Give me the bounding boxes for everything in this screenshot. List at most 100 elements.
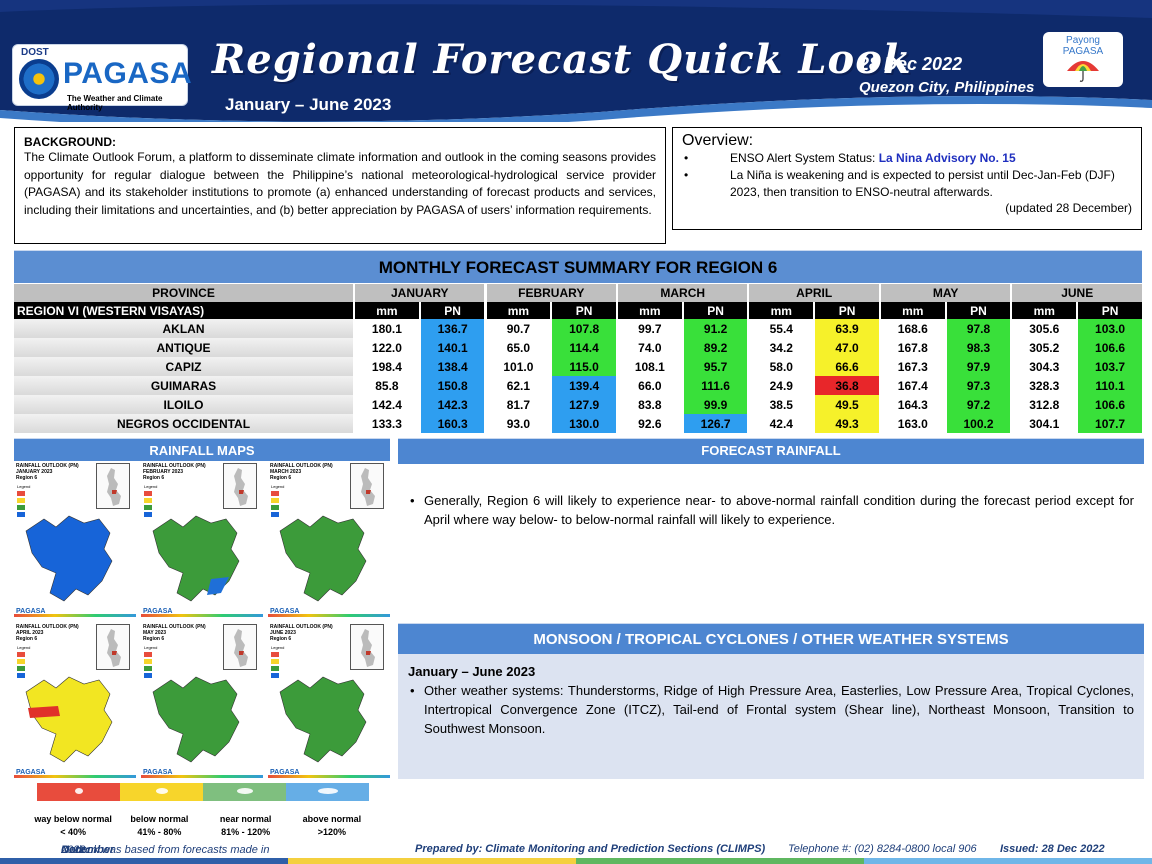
legend-label: below normal 41% - 80% bbox=[116, 813, 202, 839]
mm-value: 304.1 bbox=[1029, 416, 1060, 431]
map-title-line3: Region 6 bbox=[16, 636, 38, 642]
map-legend: Legend bbox=[271, 483, 284, 518]
column-gap bbox=[878, 284, 881, 302]
pn-value: 63.9 bbox=[815, 319, 879, 338]
map-title: RAINFALL OUTLOOK (PN) JUNE 2023 Region 6 bbox=[270, 624, 333, 642]
note-text-a: Outlook was based from forecasts made in bbox=[61, 844, 270, 856]
forecast-rainfall-panel: Generally, Region 6 will likely to exper… bbox=[408, 491, 1134, 529]
mm-value: 305.6 bbox=[1029, 321, 1060, 336]
map-title-line1: RAINFALL OUTLOOK (PN) bbox=[143, 624, 206, 630]
legend-label-text: above normal bbox=[302, 814, 362, 824]
province-name: ILOILO bbox=[14, 395, 354, 414]
mm-value: 167.8 bbox=[897, 340, 928, 355]
column-gap bbox=[878, 395, 881, 414]
region6-map-shape bbox=[152, 515, 240, 602]
pn-value: 139.4 bbox=[552, 376, 616, 395]
legend-swatch bbox=[120, 783, 203, 801]
enso-advisory: La Nina Advisory No. 15 bbox=[878, 151, 1016, 165]
footer: Note: Outlook was based from forecasts m… bbox=[0, 842, 1152, 858]
column-gap bbox=[1076, 395, 1079, 414]
column-gap bbox=[550, 302, 553, 319]
pn-value: 160.3 bbox=[420, 414, 485, 433]
philippines-inset-icon bbox=[361, 468, 375, 506]
map-pagasa-logo: PAGASA bbox=[143, 769, 173, 776]
rainfall-map-3: RAINFALL OUTLOOK (PN) MARCH 2023 Region 6 L… bbox=[268, 461, 390, 617]
region6-map-shape bbox=[25, 515, 113, 602]
map-title-line1: RAINFALL OUTLOOK (PN) bbox=[16, 463, 79, 469]
mm-value: 55.4 bbox=[769, 321, 793, 336]
table-row: AKLAN 180.1 136.7 90.7 107.8 99.7 91.2 55.4 63.9… bbox=[14, 319, 1142, 338]
column-gap bbox=[1010, 284, 1013, 302]
enso-status-item: ENSO Alert System Status: La Nina Adviso… bbox=[682, 150, 1132, 167]
column-gap bbox=[1076, 302, 1079, 319]
legend-label: way below normal < 40% bbox=[30, 813, 116, 839]
column-gap bbox=[1010, 395, 1013, 414]
column-gap bbox=[747, 302, 750, 319]
column-gap bbox=[747, 395, 750, 414]
column-gap bbox=[1076, 319, 1079, 338]
month-header-march: MARCH bbox=[618, 284, 748, 302]
map-title-line2: MARCH 2023 bbox=[270, 469, 302, 475]
province-name: CAPIZ bbox=[14, 357, 354, 376]
province-name: ANTIQUE bbox=[14, 338, 354, 357]
map-pagasa-logo: PAGASA bbox=[270, 769, 300, 776]
month-header-june: JUNE bbox=[1012, 284, 1142, 302]
mm-value: 133.3 bbox=[371, 416, 402, 431]
mm-value: 304.3 bbox=[1029, 359, 1060, 374]
pn-value: 114.4 bbox=[552, 338, 616, 357]
legend-range-text: 41% - 80% bbox=[137, 827, 182, 837]
pn-header: PN bbox=[815, 302, 879, 319]
column-gap bbox=[353, 302, 356, 319]
pn-value: 49.5 bbox=[815, 395, 879, 414]
mm-value: 168.6 bbox=[897, 321, 928, 336]
column-gap bbox=[944, 395, 947, 414]
rainfall-maps-grid: RAINFALL OUTLOOK (PN) JANUARY 2023 Region … bbox=[14, 461, 390, 779]
pn-header: PN bbox=[683, 302, 748, 319]
pn-value: 127.9 bbox=[552, 395, 616, 414]
map-title-line2: MAY 2023 bbox=[143, 630, 167, 636]
mm-value: 65.0 bbox=[506, 340, 531, 355]
pn-value: 126.7 bbox=[683, 414, 748, 433]
column-gap bbox=[550, 338, 553, 357]
month-header-january: JANUARY bbox=[355, 284, 485, 302]
column-gap bbox=[878, 319, 881, 338]
pn-value: 150.8 bbox=[420, 376, 485, 395]
map-pagasa-logo: PAGASA bbox=[270, 608, 300, 615]
column-gap bbox=[615, 357, 618, 376]
column-gap bbox=[484, 414, 487, 433]
legend-range-text: < 40% bbox=[60, 827, 87, 837]
mm-value: 42.4 bbox=[769, 416, 793, 431]
column-gap bbox=[681, 357, 684, 376]
mm-value: 38.5 bbox=[769, 397, 793, 412]
pn-value: 97.8 bbox=[946, 319, 1011, 338]
pn-value: 66.6 bbox=[815, 357, 879, 376]
forecast-period: January – June 2023 bbox=[225, 95, 392, 114]
map-title-line2: JUNE 2023 bbox=[270, 630, 296, 636]
issue-date: 28 Dec 2022 bbox=[859, 54, 963, 74]
pn-header: PN bbox=[552, 302, 616, 319]
pn-value: 107.8 bbox=[552, 319, 616, 338]
mm-value: 108.1 bbox=[634, 359, 665, 374]
column-gap bbox=[1010, 302, 1013, 319]
column-gap bbox=[944, 376, 947, 395]
column-gap bbox=[944, 414, 947, 433]
note-text-c: 2022 bbox=[61, 844, 86, 856]
rainfall-map-1: RAINFALL OUTLOOK (PN) JANUARY 2023 Region … bbox=[14, 461, 136, 617]
mm-value: 198.4 bbox=[371, 359, 402, 374]
updated-note: (updated 28 December) bbox=[1005, 201, 1132, 215]
map-legend-title: Legend bbox=[17, 484, 31, 489]
header-banner bbox=[0, 0, 1152, 122]
forecast-rainfall-title: FORECAST RAINFALL bbox=[398, 438, 1144, 464]
mm-header: mm bbox=[880, 302, 945, 319]
pn-value: 110.1 bbox=[1078, 376, 1142, 395]
column-gap bbox=[353, 376, 356, 395]
unit-header-row: REGION VI (WESTERN VISAYAS) mm PN mm PN mm PN m… bbox=[14, 302, 1142, 319]
la-nina-item: La Niña is weakening and is expected to … bbox=[682, 167, 1132, 201]
philippines-inset-icon bbox=[107, 468, 121, 506]
map-title-line3: Region 6 bbox=[16, 475, 38, 481]
table-row: ANTIQUE 122.0 140.1 65.0 114.4 74.0 89.2 34.2 47… bbox=[14, 338, 1142, 357]
pagasa-seal-icon bbox=[19, 59, 59, 99]
column-gap bbox=[615, 284, 618, 302]
mm-value: 142.4 bbox=[371, 397, 402, 412]
location-inset bbox=[350, 624, 384, 670]
